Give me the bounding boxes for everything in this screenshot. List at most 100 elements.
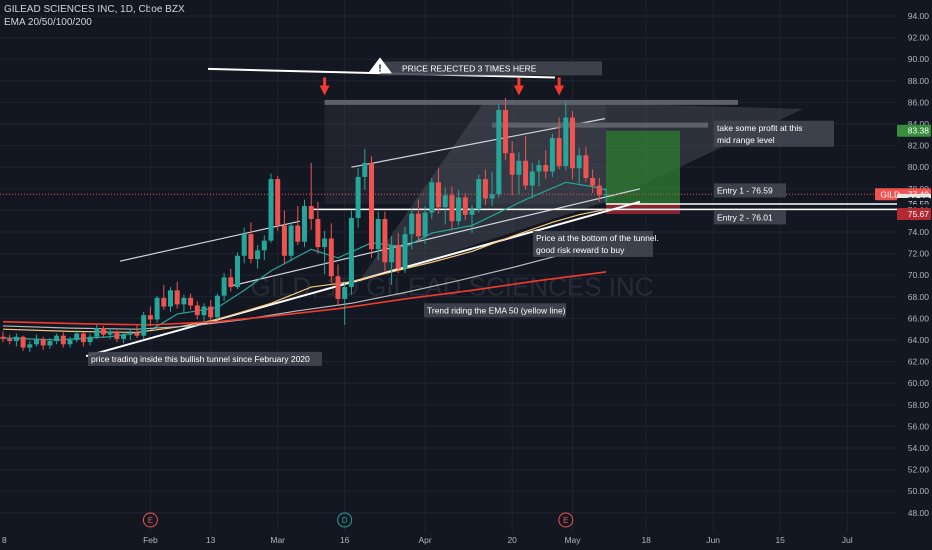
- note-take-profit: take some profit at this mid range level: [714, 120, 834, 147]
- candle-body: [261, 240, 267, 251]
- candle-body: [94, 328, 100, 337]
- candle-body: [583, 155, 589, 178]
- candle-body: [302, 206, 307, 242]
- note-entry-2-box: [714, 210, 786, 225]
- candle: [13, 333, 19, 347]
- candle-body: [369, 162, 374, 250]
- candle-body: [442, 195, 448, 208]
- y-tick-label: 72.00: [908, 249, 930, 259]
- candle: [255, 244, 261, 269]
- candle-body: [74, 333, 80, 340]
- candle: [322, 230, 328, 275]
- candle: [0, 331, 6, 343]
- note-ema-trend-text: Trend riding the EMA 50 (yellow line): [427, 305, 566, 315]
- candle-body: [201, 306, 207, 316]
- candle-body: [482, 179, 488, 199]
- candle: [556, 117, 562, 170]
- candle-body: [214, 295, 220, 318]
- candle: [208, 300, 214, 321]
- candle: [221, 273, 227, 302]
- candle-body: [429, 182, 435, 213]
- x-tick-label: Mar: [270, 535, 285, 545]
- candle-body: [268, 179, 274, 241]
- candle: [442, 187, 448, 225]
- warning-icon: [368, 57, 392, 74]
- price-label-bg: [897, 124, 931, 137]
- candle-body: [543, 165, 549, 172]
- candle: [161, 284, 167, 310]
- candle: [402, 226, 408, 274]
- candle-body: [147, 315, 153, 320]
- candle: [174, 281, 180, 309]
- x-tick-label: Jun: [706, 535, 720, 545]
- candle-body: [241, 234, 247, 256]
- candle-body: [603, 194, 609, 196]
- note-bottom-tunnel-text: good risk reward to buy: [536, 245, 625, 255]
- indicator-legend: EMA 20/50/100/200: [4, 17, 92, 28]
- candle: [536, 159, 542, 187]
- candle-body: [489, 194, 495, 199]
- event-marker-letter: E: [148, 516, 153, 525]
- candle: [395, 233, 401, 274]
- candle: [328, 223, 334, 283]
- y-tick-label: 86.00: [908, 97, 930, 107]
- candle-body: [60, 335, 66, 345]
- candle-body: [449, 195, 455, 222]
- candle-body: [596, 185, 602, 196]
- candle-body: [13, 336, 19, 342]
- candle: [261, 235, 267, 261]
- candle: [563, 101, 569, 171]
- candle-body: [275, 179, 281, 226]
- candle: [503, 98, 508, 160]
- candle: [47, 337, 53, 349]
- note-ema-trend-box: [424, 303, 566, 318]
- candle: [570, 111, 575, 180]
- note-entry-1: Entry 1 - 76.59: [714, 183, 786, 198]
- candle-body: [536, 165, 542, 172]
- x-tick-label: 8: [2, 535, 7, 545]
- candle: [462, 193, 468, 221]
- y-tick-label: 92.00: [908, 33, 930, 43]
- candle: [80, 332, 86, 347]
- candle: [590, 169, 596, 194]
- candle-body: [503, 109, 508, 154]
- candle-body: [516, 160, 522, 175]
- candle-body: [395, 244, 401, 269]
- y-tick-label: 68.00: [908, 292, 930, 302]
- x-tick-label: 15: [775, 535, 785, 545]
- candle: [549, 133, 555, 177]
- candle-body: [168, 290, 173, 307]
- note-entry-2: Entry 2 - 76.01: [714, 210, 786, 225]
- candle: [228, 268, 234, 292]
- candle: [509, 141, 515, 196]
- candle: [389, 236, 395, 285]
- candle: [235, 252, 240, 290]
- y-tick-label: 84.00: [908, 119, 930, 129]
- event-marker: [558, 512, 574, 528]
- note-take-profit-box: [714, 120, 834, 147]
- candle: [476, 174, 482, 213]
- candle-body: [556, 138, 562, 167]
- candle-body: [154, 297, 160, 320]
- candle: [302, 199, 307, 248]
- candle-body: [549, 138, 555, 172]
- rejection-arrow-3: [554, 77, 565, 96]
- candle: [288, 222, 294, 262]
- candle: [369, 156, 374, 258]
- event-marker-letter: D: [342, 516, 348, 525]
- candle-body: [576, 155, 582, 169]
- note-tunnel-box: [88, 351, 322, 366]
- note-take-profit-text: take some profit at this: [717, 123, 803, 133]
- candle: [281, 210, 287, 265]
- time-axis-bg: [0, 532, 932, 550]
- y-tick-label: 66.00: [908, 313, 930, 323]
- candle: [482, 169, 488, 205]
- candle-body: [114, 331, 120, 339]
- candle-body: [194, 305, 200, 316]
- candle: [362, 148, 368, 190]
- event-marker: [337, 512, 353, 528]
- candle: [214, 293, 220, 320]
- candle-body: [469, 209, 475, 215]
- candle-body: [141, 315, 147, 336]
